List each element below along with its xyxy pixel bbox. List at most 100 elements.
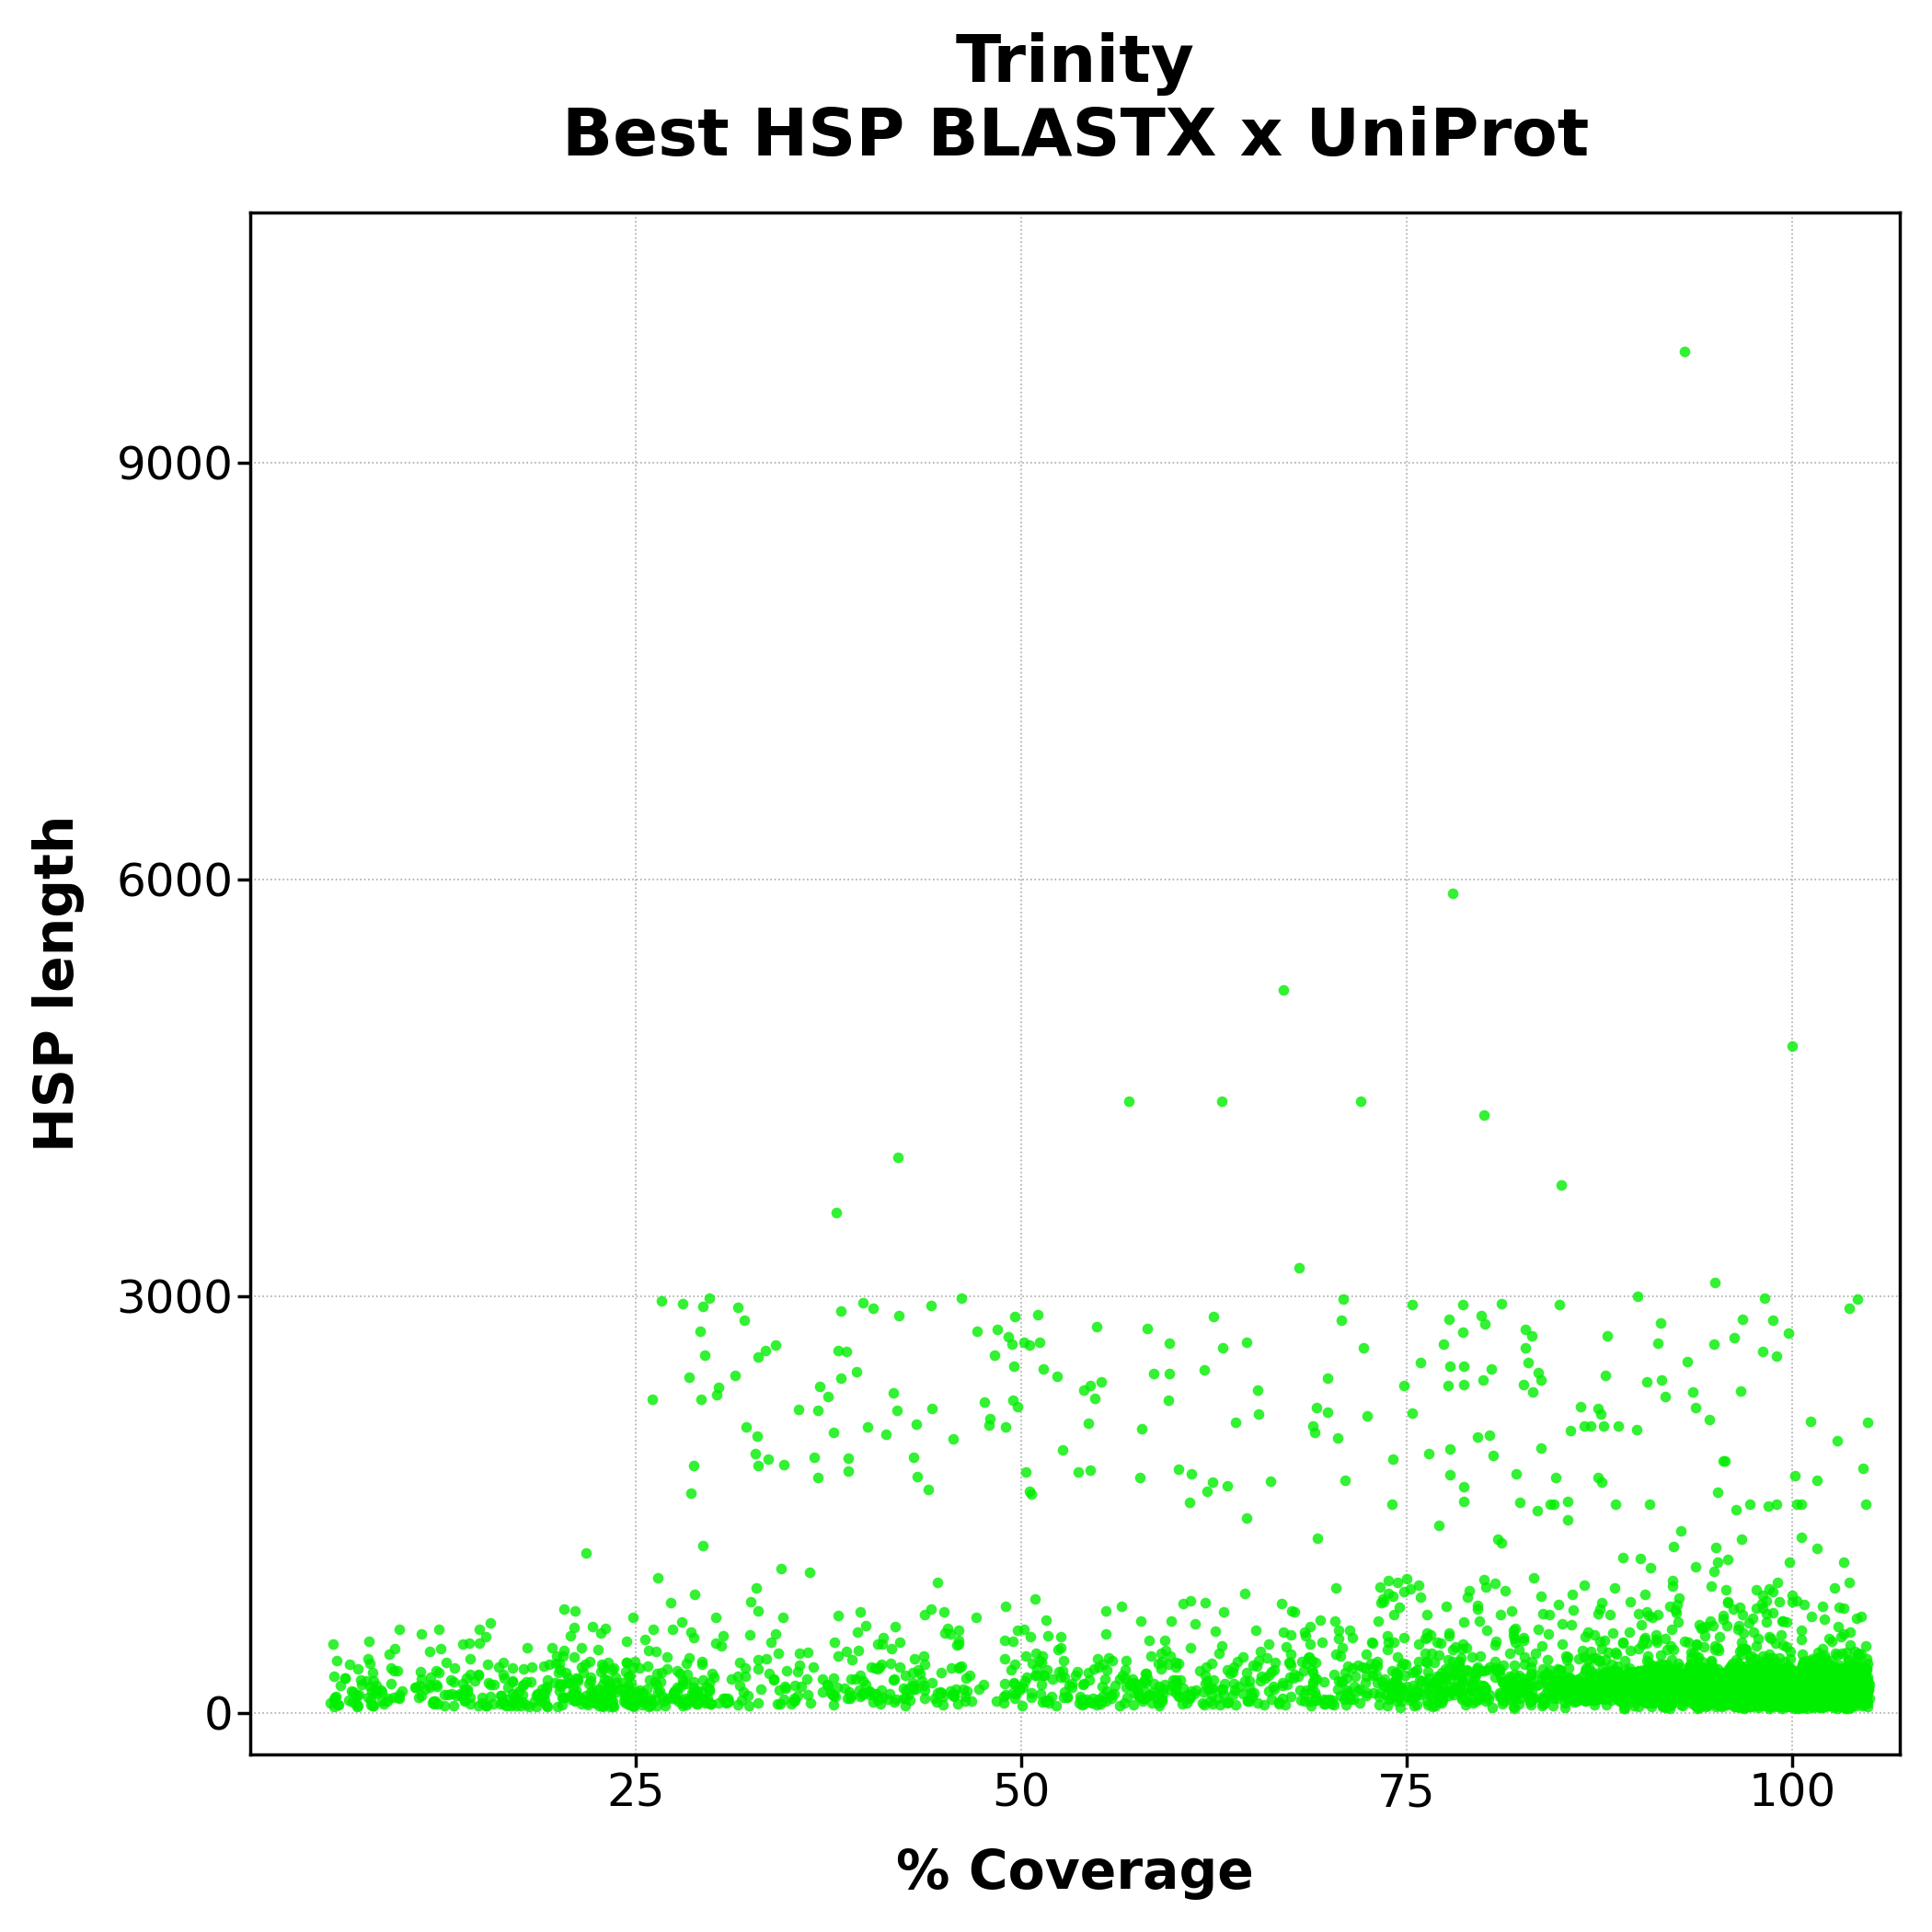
- Point: [1752, 1687, 1783, 1718]
- Point: [1588, 1662, 1619, 1692]
- Point: [1480, 1625, 1511, 1656]
- Point: [1719, 1671, 1750, 1702]
- Point: [1700, 1681, 1731, 1712]
- Point: [1078, 1683, 1109, 1714]
- Point: [576, 1662, 607, 1692]
- Point: [1119, 1690, 1150, 1721]
- Point: [1822, 1662, 1853, 1692]
- Point: [1830, 1673, 1861, 1704]
- Point: [817, 1690, 848, 1721]
- Point: [1296, 1675, 1327, 1706]
- Point: [1671, 1685, 1702, 1716]
- Point: [1515, 1687, 1546, 1718]
- Point: [1779, 1679, 1810, 1710]
- Point: [367, 1689, 398, 1719]
- Point: [1391, 1671, 1422, 1702]
- Point: [1710, 1660, 1741, 1690]
- Point: [1638, 1679, 1669, 1710]
- Point: [1762, 1652, 1793, 1683]
- Point: [419, 1689, 450, 1719]
- Point: [587, 1669, 618, 1700]
- Point: [1683, 1642, 1714, 1673]
- Point: [659, 1675, 690, 1706]
- Point: [1453, 1677, 1484, 1708]
- Point: [769, 1671, 800, 1702]
- Point: [439, 1690, 469, 1721]
- Point: [989, 1667, 1020, 1698]
- Point: [1820, 1638, 1851, 1669]
- Point: [1791, 1667, 1822, 1698]
- Point: [1808, 1633, 1839, 1663]
- Point: [1656, 1631, 1687, 1662]
- Point: [357, 1665, 388, 1696]
- Point: [1696, 1669, 1727, 1700]
- Point: [1381, 1669, 1412, 1700]
- Point: [1598, 1667, 1629, 1698]
- Point: [1750, 1584, 1781, 1615]
- Point: [578, 1611, 609, 1642]
- Point: [1806, 1677, 1837, 1708]
- Point: [1774, 1667, 1804, 1698]
- Point: [1812, 1687, 1843, 1718]
- Point: [547, 1683, 578, 1714]
- Point: [1656, 1669, 1687, 1700]
- Point: [1428, 1662, 1459, 1692]
- Point: [1818, 1675, 1849, 1706]
- Point: [330, 1662, 361, 1692]
- Point: [1399, 1677, 1430, 1708]
- Point: [1851, 1631, 1882, 1662]
- Point: [1822, 1654, 1853, 1685]
- Point: [541, 1690, 572, 1721]
- Point: [1582, 1463, 1613, 1493]
- Point: [1685, 1679, 1716, 1710]
- Point: [1781, 1685, 1812, 1716]
- Point: [1492, 1677, 1522, 1708]
- Point: [1783, 1692, 1814, 1723]
- Point: [1690, 1669, 1721, 1700]
- Point: [1739, 1681, 1770, 1712]
- Point: [1785, 1490, 1816, 1520]
- Point: [1646, 1679, 1677, 1710]
- Point: [1273, 1662, 1304, 1692]
- Point: [1663, 1665, 1694, 1696]
- Point: [1839, 1679, 1870, 1710]
- Point: [1602, 1683, 1633, 1714]
- Point: [889, 1683, 920, 1714]
- Point: [566, 1633, 597, 1663]
- Point: [1495, 1596, 1526, 1627]
- Point: [1350, 1677, 1381, 1708]
- Point: [1090, 1619, 1121, 1650]
- Point: [1739, 1667, 1770, 1698]
- Point: [792, 1636, 823, 1667]
- Point: [1654, 1675, 1685, 1706]
- Point: [1505, 1683, 1536, 1714]
- Point: [464, 1629, 495, 1660]
- Point: [1690, 1656, 1721, 1687]
- Point: [1633, 1687, 1663, 1718]
- Point: [406, 1681, 437, 1712]
- Point: [1762, 1675, 1793, 1706]
- Point: [1801, 1671, 1832, 1702]
- Point: [1532, 1673, 1563, 1704]
- Point: [1764, 1665, 1795, 1696]
- Point: [1150, 1669, 1180, 1700]
- Point: [1818, 1660, 1849, 1690]
- Point: [1774, 1671, 1804, 1702]
- Point: [489, 1662, 520, 1692]
- Point: [1600, 1677, 1631, 1708]
- Point: [585, 1656, 616, 1687]
- Point: [1833, 1662, 1864, 1692]
- Point: [1526, 1364, 1557, 1395]
- Point: [1776, 1689, 1806, 1719]
- Point: [1538, 1677, 1569, 1708]
- Point: [1702, 1546, 1733, 1577]
- Point: [1474, 1420, 1505, 1451]
- Point: [1822, 1671, 1853, 1702]
- Point: [1719, 1654, 1750, 1685]
- Point: [560, 1683, 591, 1714]
- Point: [406, 1619, 437, 1650]
- Point: [1378, 1443, 1408, 1474]
- Point: [410, 1673, 440, 1704]
- Point: [1534, 1679, 1565, 1710]
- Point: [1816, 1660, 1847, 1690]
